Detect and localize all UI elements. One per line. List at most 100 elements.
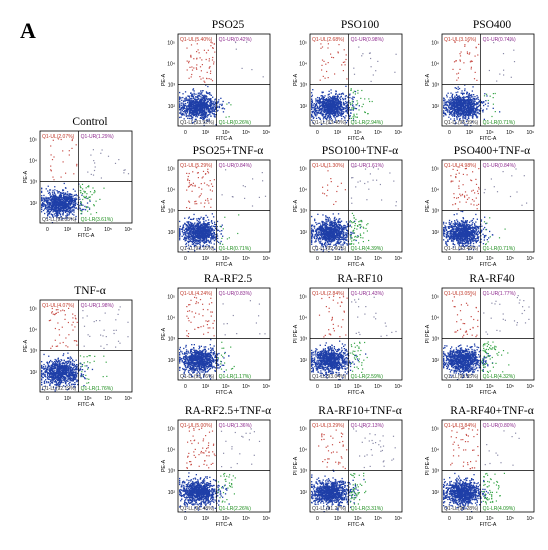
event-dot [179,231,181,233]
event-dot [352,92,354,94]
event-dot [191,117,193,119]
event-dot [212,110,214,112]
event-dot [197,109,200,111]
event-dot [462,108,464,110]
event-dot [346,120,349,122]
scatter-dots [179,167,267,253]
event-dot [183,118,185,120]
event-dot [330,102,332,105]
event-dot [209,93,211,96]
event-dot [395,53,397,55]
event-dot [464,88,466,90]
event-dot [200,239,202,241]
event-dot [222,100,224,103]
event-dot [188,221,190,223]
event-dot [338,106,340,108]
event-dot [337,114,339,116]
event-dot [211,42,213,44]
event-dot [311,113,313,116]
event-dot [461,100,464,102]
event-dot [55,194,57,196]
event-dot [452,68,454,70]
event-dot [319,101,322,104]
event-dot [336,102,338,104]
event-dot [316,106,319,108]
event-dot [311,98,313,100]
event-dot [334,114,336,117]
event-dot [194,106,196,108]
event-dot [201,115,203,117]
event-dot [214,226,216,228]
event-dot [92,149,94,151]
event-dot [344,95,347,97]
event-dot [210,98,212,100]
event-dot [342,99,344,101]
event-dot [210,111,212,113]
event-dot [319,99,321,101]
event-dot [189,108,191,110]
event-dot [321,103,324,106]
event-dot [184,112,186,114]
event-dot [196,243,199,245]
event-dot [463,96,465,98]
event-dot [53,213,56,215]
event-dot [49,208,51,211]
event-dot [327,103,329,105]
event-dot [485,100,487,102]
event-dot [182,93,184,95]
event-dot [200,231,202,233]
event-dot [211,59,214,61]
event-dot [192,105,194,107]
event-dot [191,240,193,242]
event-dot [318,97,320,99]
event-dot [210,70,212,72]
event-dot [446,104,448,106]
event-dot [475,47,477,49]
event-dot [328,106,330,109]
event-dot [180,228,182,230]
event-dot [188,60,190,62]
event-dot [50,165,52,167]
event-dot [316,100,319,102]
event-dot [475,111,477,113]
event-dot [322,96,324,98]
event-dot [333,111,336,114]
event-dot [188,115,190,117]
event-dot [198,105,200,107]
event-dot [87,206,89,208]
event-dot [80,202,82,204]
event-dot [451,97,453,99]
event-dot [211,112,214,115]
event-dot [192,182,194,184]
event-dot [212,47,214,49]
event-dot [325,113,327,115]
event-dot [486,108,488,110]
event-dot [325,105,328,107]
event-dot [214,239,216,242]
event-dot [322,98,325,100]
event-dot [203,114,205,116]
event-dot [210,239,212,241]
event-dot [181,114,183,116]
event-dot [343,116,345,118]
event-dot [187,115,189,117]
event-dot [69,206,71,208]
event-dot [445,109,447,111]
event-dot [346,108,349,111]
event-dot [329,101,332,103]
event-dot [455,102,457,104]
event-dot [193,97,195,99]
event-dot [342,107,345,109]
event-dot [467,94,469,96]
event-dot [183,229,185,231]
event-dot [70,210,72,212]
event-dot [194,120,196,122]
event-dot [180,112,182,114]
event-dot [50,195,53,197]
event-dot [210,41,212,43]
event-dot [44,198,46,201]
event-dot [218,105,220,107]
event-dot [335,104,337,106]
event-dot [205,199,207,201]
event-dot [200,236,202,239]
